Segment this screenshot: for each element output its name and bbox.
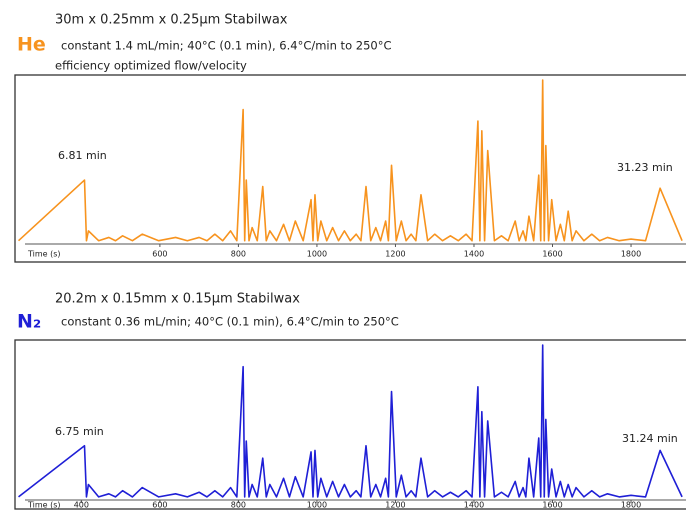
carrier-gas: He — [17, 34, 46, 56]
x-tick-label: 600 — [152, 250, 167, 259]
conditions: constant 1.4 mL/min; 40°C (0.1 min), 6.4… — [61, 39, 392, 53]
conditions: constant 0.36 mL/min; 40°C (0.1 min), 6.… — [61, 315, 399, 329]
chromatogram-trace — [17, 79, 683, 242]
peak-annotation: 31.23 min — [617, 161, 673, 174]
x-tick-label: 1200 — [385, 501, 405, 510]
x-tick-label: 1000 — [307, 250, 327, 259]
x-axis-label: Time (s) — [27, 250, 61, 259]
x-tick-label: 1600 — [542, 250, 562, 259]
x-tick-label: 1200 — [385, 250, 405, 259]
x-axis-label: Time (s) — [27, 501, 61, 510]
x-tick-label: 800 — [231, 501, 246, 510]
x-tick-label: 600 — [152, 501, 167, 510]
plot-frame — [14, 339, 686, 510]
carrier-gas: N₂ — [17, 311, 41, 333]
x-tick-label: 800 — [231, 250, 246, 259]
peak-annotation: 6.75 min — [55, 425, 104, 438]
column-spec: 20.2m x 0.15mm x 0.15µm Stabilwax — [55, 292, 300, 307]
column-spec: 30m x 0.25mm x 0.25µm Stabilwax — [55, 13, 288, 28]
x-tick-label: 1400 — [464, 250, 484, 259]
x-tick-label: 1800 — [621, 501, 641, 510]
x-tick-label: 1800 — [621, 250, 641, 259]
x-tick-label: 1600 — [542, 501, 562, 510]
note: efficiency optimized flow/velocity — [55, 59, 247, 73]
plot-frame — [14, 74, 686, 263]
x-tick-label: 1400 — [464, 501, 484, 510]
x-tick-label: 1000 — [307, 501, 327, 510]
chromatogram-trace — [18, 344, 683, 498]
peak-annotation: 31.24 min — [622, 432, 678, 445]
x-tick-label: 400 — [74, 501, 89, 510]
peak-annotation: 6.81 min — [58, 149, 107, 162]
